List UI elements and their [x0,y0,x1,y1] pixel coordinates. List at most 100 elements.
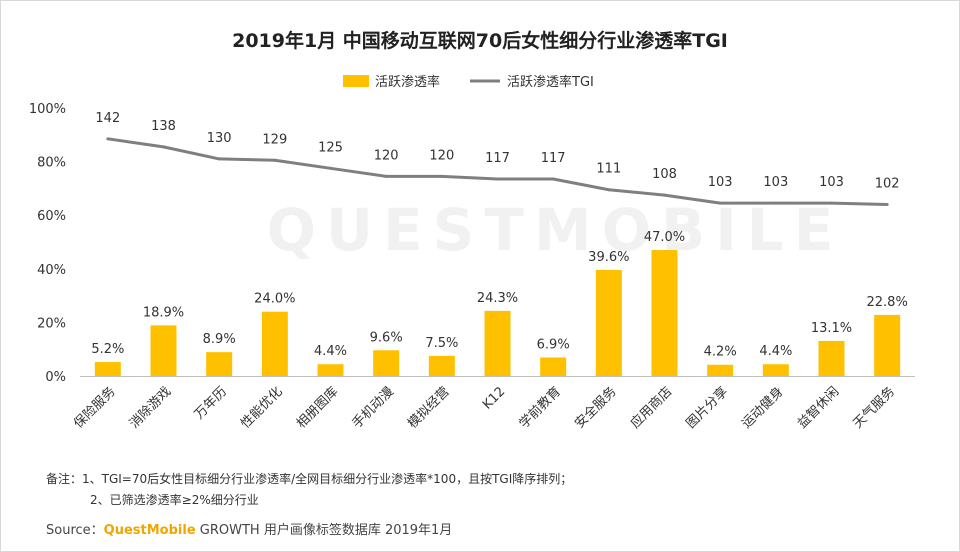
x-category-label: 安全服务 [572,384,620,432]
x-category-label: 相册图库 [293,384,341,432]
x-category-label: 益智休闲 [795,384,842,431]
tgi-point [384,174,388,178]
bar [373,350,400,376]
footnote-line-2: 2、已筛选渗透率≥2%细分行业 [90,493,259,507]
bar [707,364,734,376]
x-category-label: K12 [480,384,508,412]
tgi-value-label: 108 [652,167,677,182]
y-tick-label: 0% [45,370,66,385]
source-line: Source：QuestMobile GROWTH 用户画像标签数据库 2019… [46,519,452,538]
tgi-value-label: 138 [151,119,176,134]
x-category-label: 消除游戏 [127,384,174,431]
bar-value-label: 47.0% [644,230,685,245]
tgi-value-label: 142 [95,111,120,126]
tgi-value-label: 111 [596,162,621,177]
x-category-label: 学前教育 [516,384,564,432]
source-text: GROWTH 用户画像标签数据库 2019年1月 [195,523,453,538]
tgi-value-label: 117 [485,151,510,166]
y-tick-label: 20% [37,316,66,331]
bar-value-label: 5.2% [91,342,124,357]
x-axis: 保险服务 消除游戏 万年历 性能优化 相册图库 手机动漫 模拟经营 K12 学前教育 安全服务 应用… [71,376,915,432]
tgi-point [663,193,666,197]
watermark-text: QUESTMOBILE [267,196,844,264]
legend-label-line: 活跃渗透率TGI [507,74,594,90]
bar-series: 5.2% 18.9% 8.9% 24.0% 4.4% 9.6% 7.5% 24.3% 6.9% 3… [91,230,908,376]
bar-value-label: 24.0% [254,292,295,307]
tgi-value-label: 125 [318,140,343,155]
tgi-point [440,174,444,178]
tgi-point [273,158,277,162]
tgi-point [551,177,555,181]
bar [261,311,288,376]
bar [762,364,789,376]
legend-label-bar: 活跃渗透率 [375,74,440,90]
tgi-point [718,201,722,205]
bar-value-label: 22.8% [867,295,908,310]
source-prefix: Source： [46,523,104,538]
x-category-label: 万年历 [192,384,230,422]
tgi-value-label: 102 [875,176,900,191]
bar-value-label: 24.3% [477,291,518,306]
bar-value-label: 6.9% [537,338,570,353]
bar-value-label: 18.9% [143,305,184,320]
y-tick-label: 100% [29,102,66,117]
y-axis: 0% 20% 40% 60% 80% 100% [29,102,66,385]
tgi-point [329,166,332,170]
x-category-label: 天气服务 [850,384,898,432]
y-tick-label: 80% [37,156,66,171]
bar-value-label: 9.6% [370,330,403,345]
tgi-line [107,137,888,206]
bar-value-label: 13.1% [811,321,852,336]
x-category-label: 性能优化 [238,384,285,431]
bar [150,325,177,376]
x-category-label: 运动健身 [739,384,787,432]
tgi-value-label: 103 [708,175,733,190]
bar-value-label: 4.2% [704,345,737,360]
bar-value-label: 4.4% [759,344,792,359]
chart-title: 2019年1月 中国移动互联网70后女性细分行业渗透率TGI [232,29,728,52]
bar [428,355,455,376]
watermark-layer: QUESTMOBILE [267,196,844,264]
y-tick-label: 40% [37,263,66,278]
x-category-label: 手机动漫 [350,384,397,431]
bar-value-label: 8.9% [203,332,236,347]
tgi-value-label: 103 [819,175,844,190]
line-series: 142 138 130 129 125 120 120 117 117 111 108 103 103 1… [95,111,900,206]
tgi-point [217,157,221,161]
tgi-value-label: 103 [763,175,788,190]
source-brand: QuestMobile [103,523,196,538]
bar-value-label: 4.4% [314,344,347,359]
x-category-label: 保险服务 [71,384,119,432]
legend-swatch-bar [343,75,369,87]
footnote-line-1: 备注：1、TGI=70后女性目标细分行业渗透率/全网目标细分行业渗透率*100，… [46,472,573,486]
tgi-value-label: 120 [429,148,454,163]
x-category-label: 图片分享 [683,384,731,432]
tgi-value-label: 130 [207,131,232,146]
tgi-point [885,202,889,206]
tgi-point [496,177,499,181]
bar [651,250,678,376]
tgi-point [607,188,611,192]
bar [874,314,901,376]
tgi-point [774,201,778,205]
tgi-point [162,145,165,149]
bar [206,352,233,376]
x-category-label: 应用商店 [627,384,675,432]
legend: 活跃渗透率 活跃渗透率TGI [343,74,594,90]
tgi-value-label: 120 [374,148,399,163]
bar [484,310,511,376]
x-category-label: 模拟经营 [405,384,452,431]
y-tick-label: 60% [37,209,66,224]
bar-value-label: 39.6% [588,250,629,265]
bar [94,362,121,376]
tgi-value-label: 117 [541,151,566,166]
bar-value-label: 7.5% [425,336,458,351]
bar [540,357,567,376]
bar [317,364,344,376]
bar [818,340,845,376]
tgi-point [830,201,833,205]
bar [595,269,622,376]
tgi-value-label: 129 [262,132,287,147]
tgi-point [106,137,110,141]
